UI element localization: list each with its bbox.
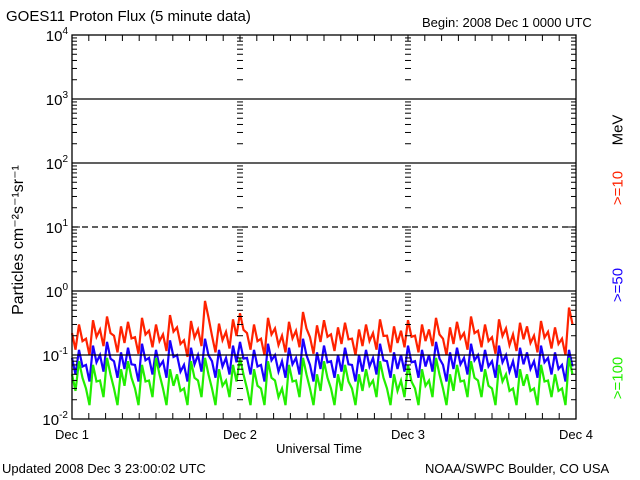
- x-axis-label: Universal Time: [276, 441, 362, 456]
- y-tick-label: 103: [46, 90, 69, 109]
- chart-title: GOES11 Proton Flux (5 minute data): [6, 8, 251, 25]
- y-tick-label: 104: [46, 26, 69, 45]
- y-tick-label: 101: [46, 218, 69, 237]
- y-tick-label: 100: [46, 282, 69, 301]
- x-tick-label: Dec 2: [223, 427, 257, 442]
- series-line-2: [70, 357, 574, 406]
- x-tick-label: Dec 1: [55, 427, 89, 442]
- y-tick-label: 10-1: [42, 346, 68, 365]
- begin-time: Begin: 2008 Dec 1 0000 UTC: [422, 15, 592, 30]
- series-line-1: [70, 338, 574, 382]
- y-tick-label: 102: [46, 154, 69, 173]
- series-line-0: [70, 300, 574, 358]
- x-tick-label: Dec 3: [391, 427, 425, 442]
- x-tick-label: Dec 4: [559, 427, 593, 442]
- updated-timestamp: Updated 2008 Dec 3 23:00:02 UTC: [2, 461, 206, 476]
- y-tick-label: 10-2: [42, 410, 68, 429]
- credit-text: NOAA/SWPC Boulder, CO USA: [425, 461, 610, 476]
